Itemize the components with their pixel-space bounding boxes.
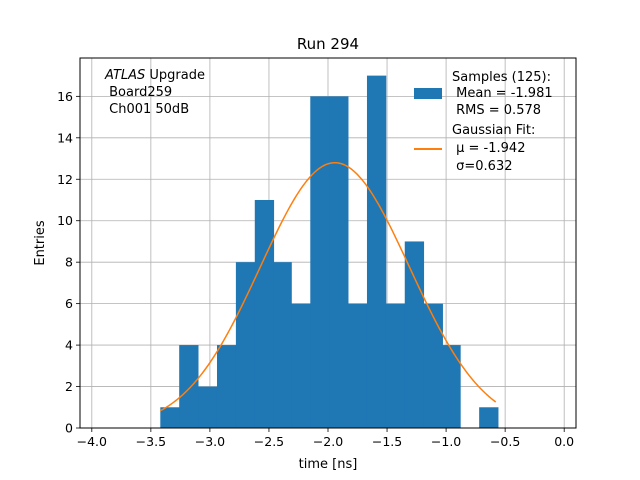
y-tick-label: 8 [65,255,73,270]
histogram-bar [404,241,425,428]
x-tick-label: −4.0 [77,434,107,449]
histogram-bar [479,407,499,428]
histogram-bar [423,303,443,428]
y-axis-ticks: 0 2 4 6 8 10 12 14 16 [57,89,80,436]
x-tick-label: −2.0 [313,434,343,449]
x-tick-label: −2.5 [254,434,284,449]
histogram-bar [348,303,368,428]
histogram-bar [179,345,199,428]
histogram-bar [442,345,461,428]
y-axis-label: Entries [33,220,48,266]
histogram-bar [235,262,256,428]
histogram-bars [160,75,499,428]
x-tick-label: 0.0 [554,434,574,449]
svg-text:ATLAS Upgrade: ATLAS Upgrade [104,68,205,83]
annotation-board: Board259 [105,85,172,100]
x-axis-label: time [ns] [299,457,358,472]
y-tick-label: 0 [65,421,73,436]
annotation-channel: Ch001 50dB [105,102,189,117]
legend-samples-title: Samples (125): [452,70,551,85]
histogram-bar [273,262,292,428]
y-tick-label: 10 [57,213,73,228]
histogram-bar [366,75,387,428]
x-tick-label: −1.5 [372,434,402,449]
histogram-bar [160,407,180,428]
x-tick-label: −0.5 [490,434,520,449]
annotation-upgrade: Upgrade [145,68,205,83]
histogram-bar [291,303,311,428]
y-tick-label: 16 [57,89,73,104]
legend-fit-title: Gaussian Fit: [452,123,535,138]
legend-samples-rms: RMS = 0.578 [452,103,541,118]
histogram-bar [385,303,406,428]
y-tick-label: 12 [57,172,73,187]
legend-fit-sigma: σ=0.632 [452,159,512,174]
histogram-bar [216,345,237,428]
legend-bar-swatch [414,88,442,99]
x-tick-label: −1.0 [431,434,461,449]
histogram-bar [254,199,275,428]
histogram-bar [310,96,330,428]
legend: Samples (125): Mean = -1.981 RMS = 0.578… [414,70,553,174]
x-tick-label: −3.5 [136,434,166,449]
legend-samples-mean: Mean = -1.981 [452,86,553,101]
chart-title: Run 294 [297,35,359,53]
x-tick-label: −3.0 [195,434,225,449]
x-axis-ticks: −4.0 −3.5 −3.0 −2.5 −2.0 −1.5 −1.0 −0.5 0.0 [77,428,574,449]
y-tick-label: 14 [57,130,73,145]
histogram-bar [329,96,349,428]
annotation-atlas: ATLAS [104,68,145,83]
y-tick-label: 2 [65,379,73,394]
y-tick-label: 6 [65,296,73,311]
annotation-box: ATLAS Upgrade Board259 Ch001 50dB [104,68,205,117]
gaussian-fit-curve [159,161,497,412]
histogram-bar [198,386,218,428]
legend-fit-mu: μ = -1.942 [452,141,525,156]
y-tick-label: 4 [65,338,73,353]
